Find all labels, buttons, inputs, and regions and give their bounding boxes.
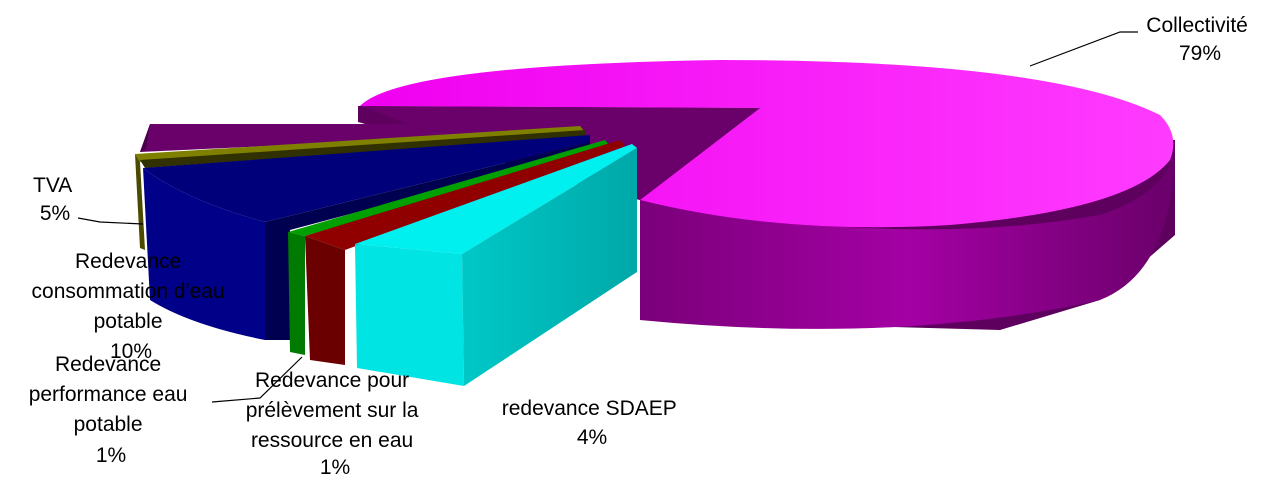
slice-prelevement-top [305,140,625,250]
slice-performance-side [288,232,305,355]
leader-performance [211,356,303,403]
slice-back-purple [140,124,575,152]
slice-performance [288,140,610,355]
slice-tva [135,126,585,250]
slice-sdaep-front [355,244,464,386]
label-performance: Redevance performance eau potable 1% [29,353,194,467]
label-tva: TVA 5% [33,174,77,225]
slice-performance-top [288,140,610,236]
slice-consommation-top [143,135,590,222]
slice-collectivite-top [360,60,1174,228]
slice-consommation-side [143,168,265,340]
slice-prelevement [305,140,625,365]
leader-lines [77,31,1138,403]
slice-tva-dark [140,130,585,168]
slice-collectivite-side [640,140,1175,329]
back-purple-top [140,124,575,152]
label-sdaep: redevance SDAEP 4% [502,397,683,449]
slice-sdaep-top [355,144,637,254]
leader-tva [77,217,144,225]
slice-consommation [143,135,590,340]
slice-prelevement-side [305,236,345,365]
slice-sdaep-side [462,148,637,386]
slice-labels: Collectivité 79% TVA 5% Redevance consom… [29,14,1253,478]
slice-sdaep [355,144,637,386]
label-collectivite: Collectivité 79% [1146,14,1253,65]
label-consommation: Redevance consommation d'eau potable 10% [32,250,231,363]
slice-tva-side [135,154,145,250]
label-prelevement: Redevance pour prélèvement sur la ressou… [246,369,425,478]
back-purple-side [140,124,150,152]
leader-collectivite [1029,31,1138,67]
